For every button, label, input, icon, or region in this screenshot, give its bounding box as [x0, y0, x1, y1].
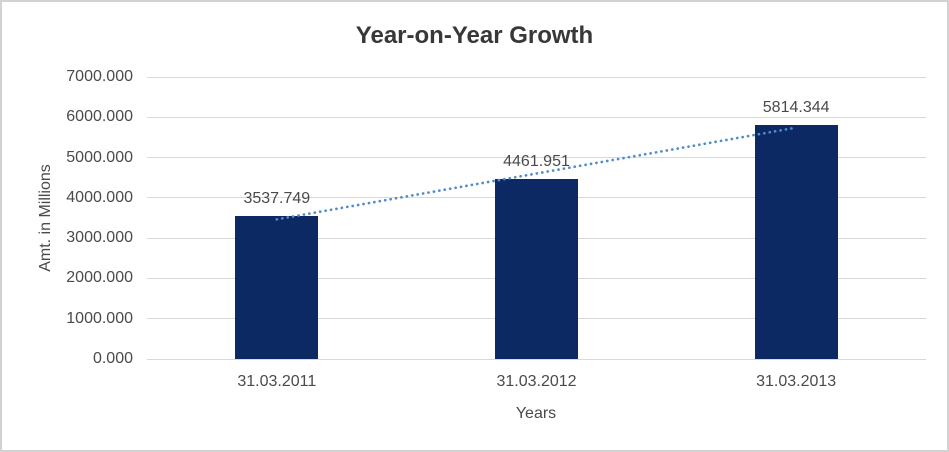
x-axis-tick-label: 31.03.2012: [496, 373, 577, 390]
data-label: 4461.951: [503, 153, 570, 171]
bar-31.03.2013: [754, 124, 838, 359]
bar-31.03.2012: [495, 179, 578, 359]
y-axis-tick-label: 1000.000: [66, 309, 133, 327]
x-axis-title: Years: [515, 405, 557, 422]
y-axis-tick-label: 4000.000: [66, 188, 133, 206]
y-axis-tick-label: 2000.000: [66, 269, 133, 287]
bar-31.03.2011: [235, 216, 319, 359]
chart-title: Year-on-Year Growth: [355, 22, 594, 49]
gridline: [147, 76, 926, 78]
y-axis-tick-label: 3000.000: [66, 229, 133, 247]
gridline: [147, 358, 926, 360]
y-axis-tick-label: 7000.000: [66, 68, 133, 85]
gridline: [147, 116, 926, 118]
x-axis-tick-label: 31.03.2011: [237, 373, 317, 390]
data-label: 3537.749: [243, 190, 311, 208]
data-label: 5814.344: [762, 98, 830, 116]
y-axis-tick-label: 6000.000: [66, 108, 133, 126]
y-axis-title: Amt. in Millions: [37, 164, 54, 272]
y-axis-tick-label: 0.000: [92, 350, 133, 367]
x-axis-tick-label: 31.03.2013: [756, 373, 837, 390]
y-axis-tick-label: 5000.000: [66, 148, 133, 166]
